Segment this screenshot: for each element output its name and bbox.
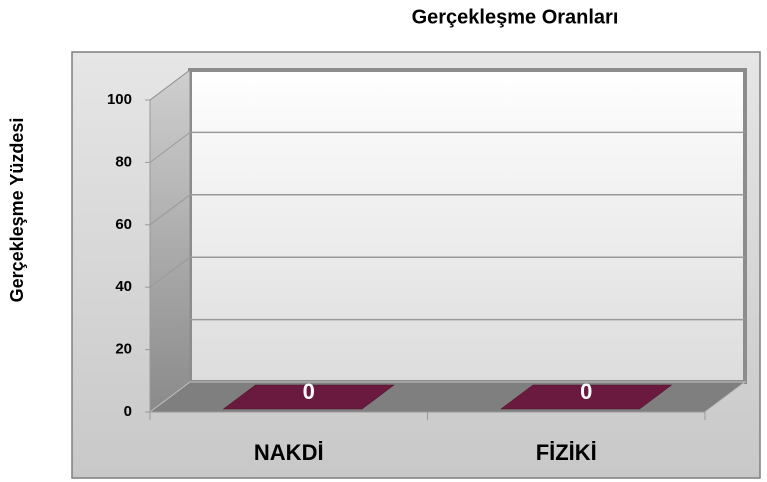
x-tick-label: NAKDİ	[254, 440, 324, 465]
y-tick-label: 80	[115, 153, 132, 170]
grid-line	[149, 131, 191, 163]
y-tick-label: 40	[115, 278, 132, 295]
y-tick-label: 100	[107, 91, 132, 108]
data-label: 0	[303, 379, 315, 404]
x-tick-label: FİZİKİ	[536, 440, 597, 465]
bar-top	[500, 384, 673, 410]
y-tick-label: 60	[115, 216, 132, 233]
y-tick-label: 0	[124, 403, 132, 420]
grid-line	[149, 256, 191, 288]
y-axis-label: Gerçekleşme Yüzdesi	[7, 118, 27, 303]
back-wall	[188, 68, 747, 384]
data-label: 0	[580, 379, 592, 404]
grid-line	[149, 319, 191, 351]
grid-line	[149, 194, 191, 226]
bar-top	[222, 384, 395, 410]
chart-title: Gerçekleşme Oranları	[412, 6, 619, 28]
y-tick-label: 20	[115, 341, 132, 358]
side-wall	[149, 69, 191, 413]
